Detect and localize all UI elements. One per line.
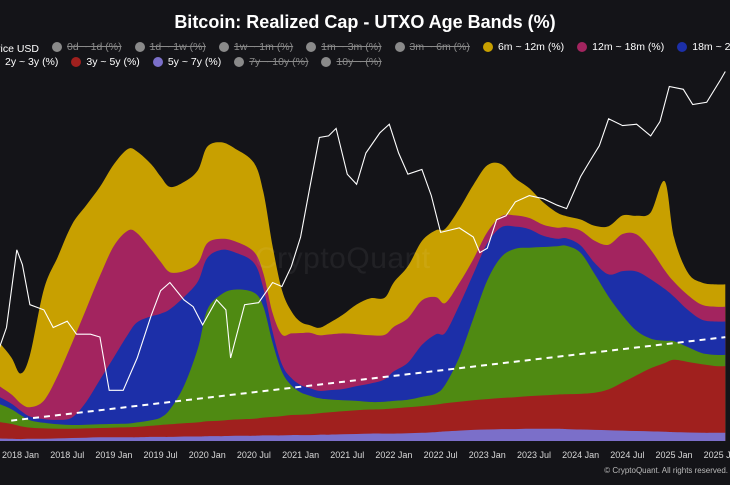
legend-label: 18m ~ 2y (%) xyxy=(692,41,730,53)
legend-swatch xyxy=(218,42,229,52)
legend-item[interactable]: 1w ~ 1m (%) xyxy=(218,41,294,53)
x-tick-label: 2018 Jul xyxy=(50,450,84,460)
x-tick-label: 2019 Jul xyxy=(144,450,178,460)
legend-swatch xyxy=(677,42,688,52)
legend-item[interactable]: 6m ~ 12m (%) xyxy=(482,41,565,53)
legend-label: 6m ~ 12m (%) xyxy=(497,41,565,53)
area-series xyxy=(0,428,726,441)
legend-swatch xyxy=(234,57,245,67)
legend-item[interactable]: 1d ~ 1w (%) xyxy=(134,41,206,53)
legend-item[interactable]: 10y ~ (%) xyxy=(321,56,382,68)
legend-item[interactable]: 7y ~ 10y (%) xyxy=(234,56,308,68)
x-tick-label: 2021 Jan xyxy=(282,450,319,460)
x-tick-label: 2023 Jan xyxy=(469,450,506,460)
x-tick-label: 2025 Jan xyxy=(655,450,692,460)
trend-line xyxy=(11,336,726,422)
legend-label: Price USD xyxy=(0,43,40,55)
x-tick-label: 2022 Jul xyxy=(424,450,458,460)
legend-item[interactable]: 5y ~ 7y (%) xyxy=(152,56,222,68)
copyright: © CryptoQuant. All rights reserved. xyxy=(604,466,728,475)
chart-title: Bitcoin: Realized Cap - UTXO Age Bands (… xyxy=(174,12,556,32)
legend-item[interactable]: 12m ~ 18m (%) xyxy=(577,41,664,53)
x-tick-label: 2019 Jan xyxy=(95,450,132,460)
x-tick-label: 2024 Jan xyxy=(562,450,599,460)
area-series xyxy=(0,245,726,441)
legend-swatch xyxy=(482,42,493,52)
legend-label: 1d ~ 1w (%) xyxy=(149,41,206,53)
x-tick-label: 2022 Jan xyxy=(375,450,412,460)
legend-label: 7y ~ 10y (%) xyxy=(249,56,309,68)
legend-label: 3y ~ 5y (%) xyxy=(86,56,140,68)
legend-row-2: 2y ~ 3y (%) 3y ~ 5y (%) 5y ~ 7y (%) 7y ~ 10… xyxy=(0,56,395,70)
legend-label: 5y ~ 7y (%) xyxy=(167,56,222,68)
legend-label: 1m ~ 3m (%) xyxy=(321,41,382,53)
legend-swatch xyxy=(394,42,405,52)
legend-item[interactable]: 3y ~ 5y (%) xyxy=(71,56,140,68)
x-tick-label: 2024 Jul xyxy=(610,450,644,460)
legend-swatch xyxy=(71,57,82,67)
legend-label: 12m ~ 18m (%) xyxy=(592,41,665,53)
legend-row-1: Price USD 0d ~ 1d (%) 1d ~ 1w (%) 1w ~ 1m (… xyxy=(0,41,730,55)
legend-item[interactable]: Price USD xyxy=(0,43,39,55)
x-tick-label: 2023 Jul xyxy=(517,450,551,460)
legend-item[interactable]: 3m ~ 6m (%) xyxy=(394,41,470,53)
x-tick-label: 2018 Jan xyxy=(2,450,39,460)
legend-item[interactable]: 18m ~ 2y (%) xyxy=(677,41,730,53)
legend-label: 10y ~ (%) xyxy=(336,56,382,68)
legend-swatch xyxy=(134,42,145,52)
area-series xyxy=(0,359,726,441)
legend-swatch xyxy=(52,42,63,52)
legend-swatch xyxy=(306,42,317,52)
legend-item[interactable]: 1m ~ 3m (%) xyxy=(306,41,382,53)
x-tick-label: 2025 Jul xyxy=(704,450,730,460)
x-tick-label: 2020 Jan xyxy=(189,450,226,460)
legend-label: 2y ~ 3y (%) xyxy=(5,56,59,68)
x-tick-label: 2020 Jul xyxy=(237,450,271,460)
legend-swatch xyxy=(321,57,332,67)
watermark: CryptoQuant xyxy=(255,242,431,275)
legend-label: 0d ~ 1d (%) xyxy=(67,41,122,53)
legend-item[interactable]: 0d ~ 1d (%) xyxy=(52,41,122,53)
legend-label: 1w ~ 1m (%) xyxy=(233,41,294,53)
x-tick-label: 2021 Jul xyxy=(330,450,364,460)
legend-swatch xyxy=(152,57,163,67)
legend-swatch xyxy=(577,42,588,52)
price-line xyxy=(0,71,726,391)
legend-label: 3m ~ 6m (%) xyxy=(409,41,470,53)
legend-item[interactable]: 2y ~ 3y (%) xyxy=(0,56,58,68)
